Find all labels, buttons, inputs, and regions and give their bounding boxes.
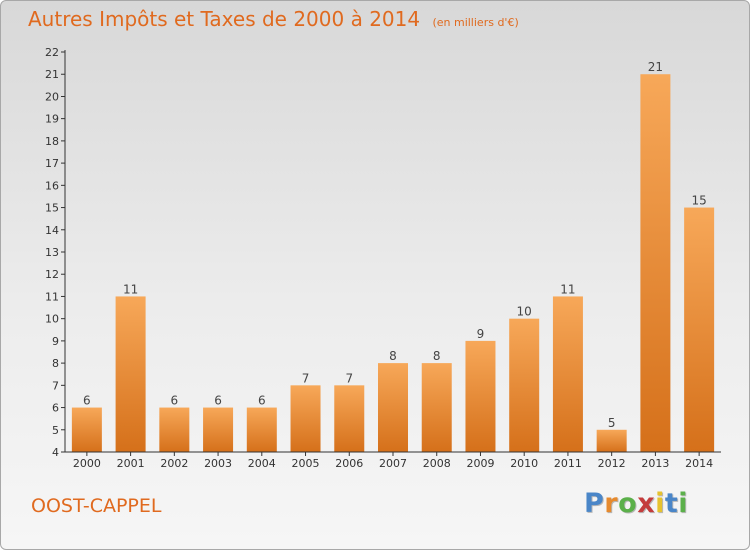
y-tick-label: 16 xyxy=(45,179,59,192)
bar-value-label: 7 xyxy=(302,371,310,385)
bar xyxy=(509,318,540,452)
bar xyxy=(115,296,146,452)
x-tick-label: 2001 xyxy=(117,457,145,470)
x-tick-label: 2010 xyxy=(510,457,538,470)
y-tick-label: 13 xyxy=(45,246,59,259)
bar-value-label: 6 xyxy=(214,394,222,408)
bar xyxy=(465,340,496,452)
y-axis: 4 5 6 7 8 9 10 11 12 13 14 15 16 17 18 19 20 21 22 xyxy=(45,46,66,459)
bar-value-label: 15 xyxy=(691,194,706,208)
logo-letter: o xyxy=(618,488,638,519)
y-tick-label: 15 xyxy=(45,202,59,215)
y-tick-label: 5 xyxy=(52,424,59,437)
y-tick-label: 18 xyxy=(45,135,59,148)
x-tick-label: 2011 xyxy=(554,457,582,470)
y-tick-label: 12 xyxy=(45,268,59,281)
bar-value-label: 11 xyxy=(123,282,138,296)
bar xyxy=(552,296,583,452)
x-tick-label: 2006 xyxy=(335,457,363,470)
bar-value-label: 11 xyxy=(560,282,575,296)
y-tick-label: 10 xyxy=(45,313,59,326)
bar xyxy=(334,385,365,452)
bar-value-label: 6 xyxy=(171,394,179,408)
y-tick-label: 11 xyxy=(45,290,59,303)
bar xyxy=(203,407,234,452)
bar-value-label: 10 xyxy=(517,305,532,319)
bar-value-label: 21 xyxy=(648,60,663,74)
y-tick-label: 8 xyxy=(52,357,59,370)
proxiti-logo: Proxiti xyxy=(584,488,688,519)
chart-title: Autres Impôts et Taxes de 2000 à 2014 (e… xyxy=(28,7,519,31)
y-tick-label: 17 xyxy=(45,157,59,170)
bar-value-label: 7 xyxy=(345,371,353,385)
y-tick-label: 22 xyxy=(45,46,59,59)
bar-value-label: 5 xyxy=(608,416,616,430)
x-tick-label: 2002 xyxy=(160,457,188,470)
bar xyxy=(246,407,277,452)
x-tick-label: 2004 xyxy=(248,457,276,470)
logo-letter: t xyxy=(664,488,679,519)
bar-value-label: 8 xyxy=(389,349,397,363)
x-tick-label: 2013 xyxy=(641,457,669,470)
x-tick-label: 2005 xyxy=(292,457,320,470)
logo-letter: x xyxy=(637,488,656,519)
bar-value-label: 8 xyxy=(433,349,441,363)
x-tick-label: 2012 xyxy=(598,457,626,470)
commune-name: OOST-CAPPEL xyxy=(31,495,162,517)
chart-subtitle: (en milliers d'€) xyxy=(432,16,519,29)
x-tick-label: 2003 xyxy=(204,457,232,470)
y-tick-label: 14 xyxy=(45,224,59,237)
bar xyxy=(640,74,671,452)
bar xyxy=(71,407,102,452)
bar xyxy=(378,363,408,452)
x-tick-label: 2007 xyxy=(379,457,407,470)
logo-letter: P xyxy=(584,488,605,519)
y-tick-label: 19 xyxy=(45,113,59,126)
chart-title-text: Autres Impôts et Taxes de 2000 à 2014 xyxy=(28,7,421,31)
logo-letter: i xyxy=(678,488,689,519)
bar xyxy=(596,429,627,452)
logo-letter: i xyxy=(655,488,665,519)
x-axis: 2000 2001 2002 2003 2004 2005 2006 2007 2008 2009… xyxy=(65,451,721,470)
bar-value-label: 9 xyxy=(477,327,485,341)
bar-value-label: 6 xyxy=(258,394,266,408)
bar-value-label: 6 xyxy=(83,394,91,408)
bar xyxy=(684,207,715,452)
x-tick-label: 2008 xyxy=(423,457,451,470)
y-tick-label: 9 xyxy=(52,335,59,348)
bar xyxy=(421,363,452,452)
x-tick-label: 2014 xyxy=(685,457,713,470)
bar xyxy=(159,407,190,452)
x-tick-label: 2000 xyxy=(73,457,101,470)
bars: 6 11 6 6 6 7 7 8 8 9 10 11 5 21 15 xyxy=(71,60,715,452)
logo-letter: r xyxy=(604,488,619,519)
y-tick-label: 20 xyxy=(45,90,59,103)
y-tick-label: 6 xyxy=(52,402,59,415)
y-tick-label: 7 xyxy=(52,379,59,392)
bar xyxy=(290,385,321,452)
y-tick-label: 21 xyxy=(45,68,59,81)
x-tick-label: 2009 xyxy=(466,457,494,470)
y-tick-label: 4 xyxy=(52,446,59,459)
